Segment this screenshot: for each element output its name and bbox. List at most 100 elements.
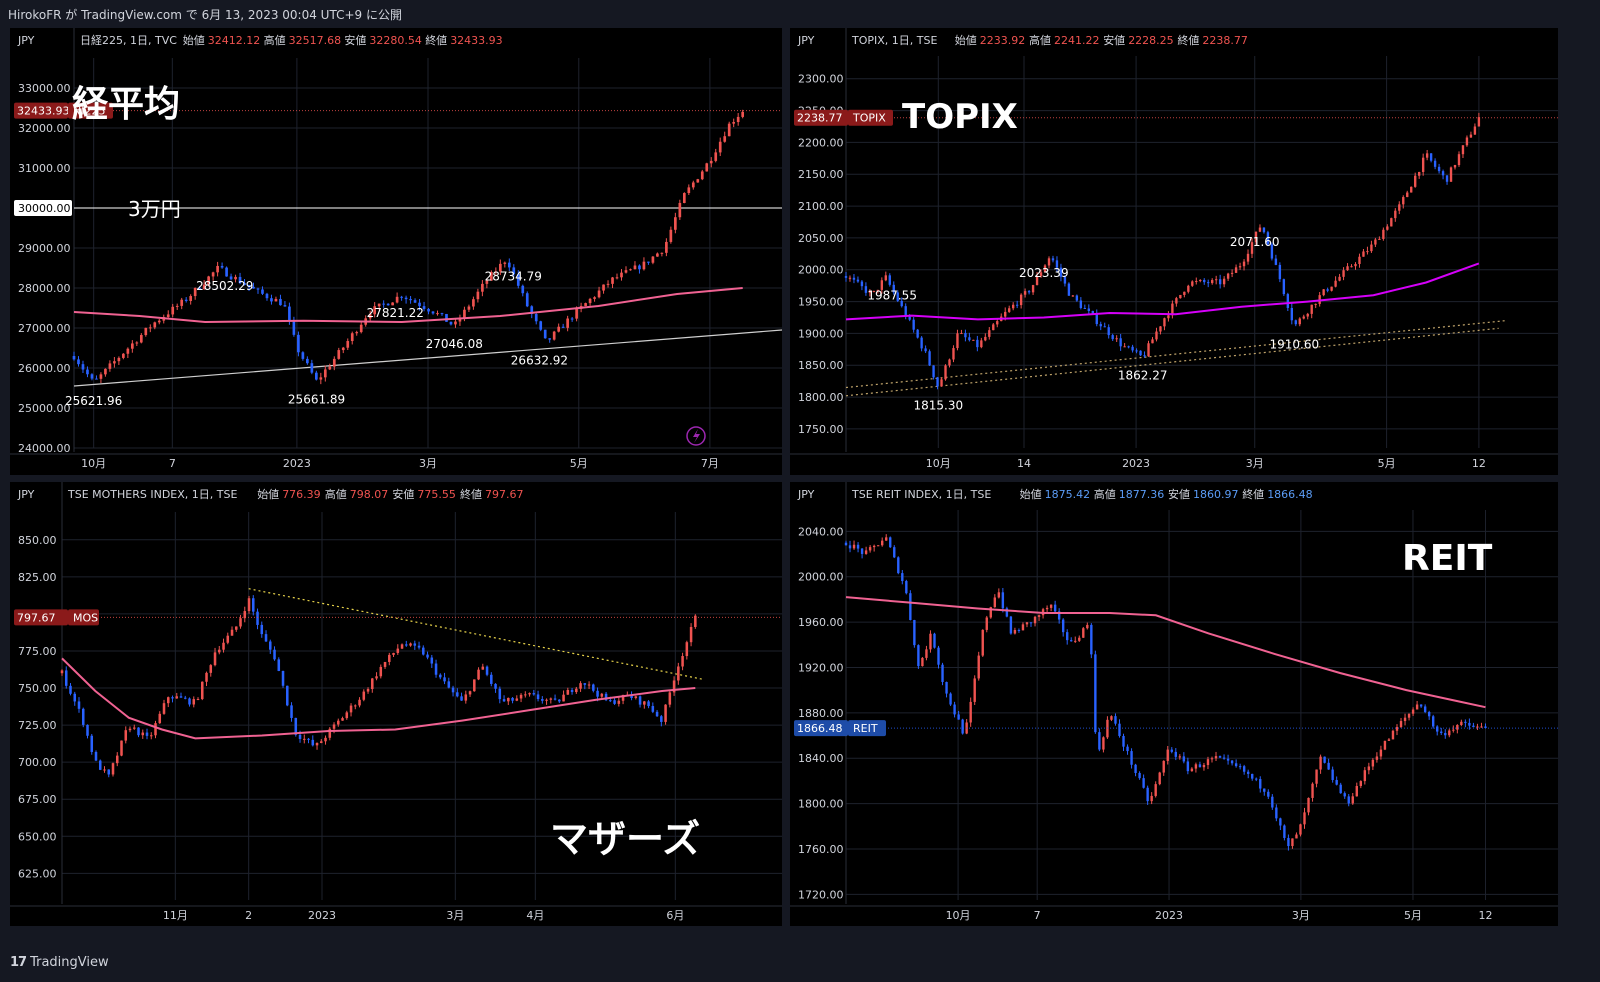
candle-body	[1437, 166, 1441, 172]
candle-body	[1033, 616, 1037, 624]
candle-body	[539, 321, 543, 330]
candle-body	[1094, 654, 1097, 733]
candle-body	[669, 229, 673, 242]
candle-body	[1143, 355, 1146, 357]
candle-body	[516, 274, 520, 286]
chart-panel-nikkei[interactable]: JPY 日経225, 1日, TVC 始値 32412.12 高値 32517.68 安値 3…	[10, 28, 782, 475]
candle-body	[383, 661, 387, 667]
candle-body	[1271, 796, 1274, 808]
candle-body	[207, 276, 210, 285]
candle-body	[458, 318, 462, 322]
candle-body	[377, 303, 381, 307]
candle-body	[196, 699, 200, 701]
candle-body	[1198, 764, 1202, 768]
candle-body	[1250, 242, 1254, 254]
x-tick-label: 12	[1478, 909, 1492, 922]
candle-body	[1310, 304, 1313, 314]
candle-body	[1314, 303, 1317, 305]
candle-body	[132, 727, 136, 729]
candle-body	[936, 377, 939, 387]
candle-body	[99, 374, 103, 379]
candle-body	[1083, 307, 1087, 309]
candle-body	[211, 272, 215, 277]
chart-panel-reit[interactable]: JPY TSE REIT INDEX, 1日, TSE 始値 1875.42 高値 187…	[790, 482, 1558, 926]
legend-close-label: 終値	[1177, 33, 1199, 47]
candle-body	[503, 262, 507, 264]
candle-body	[880, 280, 884, 290]
candle-body	[371, 678, 374, 690]
x-tick-label: 2023	[283, 457, 311, 470]
candle-body	[1402, 197, 1405, 205]
lightning-bolt-icon	[693, 429, 700, 443]
candle-body	[229, 276, 233, 280]
candle-body	[283, 305, 287, 307]
candle-body	[434, 663, 438, 675]
candle-body	[400, 296, 403, 298]
candle-body	[77, 359, 80, 365]
candle-body	[1187, 285, 1190, 292]
candle-body	[490, 272, 493, 281]
chart-panel-topix[interactable]: JPY TOPIX, 1日, TSE 始値 2233.92 高値 2241.22 安値 222…	[790, 28, 1558, 475]
candle-body	[1266, 232, 1270, 245]
candle-body	[1299, 824, 1302, 835]
candle-body	[606, 283, 610, 285]
candle-body	[1306, 313, 1309, 317]
candle-body	[928, 351, 931, 366]
candle-body	[124, 730, 128, 741]
candle-body	[1387, 739, 1391, 741]
candle-body	[548, 338, 552, 340]
candle-body	[494, 683, 497, 689]
candle-body	[696, 179, 700, 183]
candle-body	[386, 303, 390, 306]
candle-body	[1075, 295, 1079, 301]
y-tick-label: 1840.00	[798, 752, 844, 765]
candle-body	[615, 277, 619, 279]
candle-body	[247, 598, 251, 612]
candle-body	[579, 683, 582, 689]
legend-high-label: 高値	[1094, 487, 1116, 501]
candle-body	[893, 547, 896, 558]
candle-body	[602, 284, 605, 291]
y-tick-label: 27000.00	[18, 322, 71, 335]
price-annotation: 1862.27	[1118, 369, 1168, 383]
candle-body	[1383, 740, 1387, 750]
candle-body	[1004, 311, 1007, 317]
candle-body	[901, 573, 904, 582]
candle-body	[908, 316, 911, 320]
candle-body	[1039, 272, 1043, 276]
candle-body	[1238, 266, 1242, 268]
footer-brand[interactable]: 17 TradingView	[10, 955, 109, 970]
level-tag: 30000.00	[18, 202, 71, 215]
candle-body	[192, 699, 196, 705]
candle-body	[1330, 286, 1333, 291]
candle-body	[103, 769, 106, 771]
candle-body	[265, 293, 269, 299]
candle-body	[621, 694, 625, 701]
candle-body	[1423, 706, 1427, 713]
candle-body	[1290, 307, 1293, 321]
candle-body	[355, 332, 359, 334]
candle-body	[1339, 784, 1342, 794]
candle-body	[175, 696, 179, 699]
candle-body	[90, 374, 94, 379]
candle-body	[270, 298, 273, 302]
candle-body	[473, 679, 476, 692]
chart-panel-mothers[interactable]: JPY TSE MOTHERS INDEX, 1日, TSE 始値 776.39 高値 7…	[10, 482, 782, 926]
candle-body	[656, 253, 659, 257]
candle-body	[149, 735, 153, 737]
overlay-label: REIT	[1402, 538, 1493, 579]
candle-body	[515, 698, 519, 701]
candle-body	[368, 314, 372, 319]
candle-body	[1047, 258, 1051, 266]
candle-body	[494, 271, 498, 273]
candle-body	[642, 261, 646, 270]
price-annotation: 25621.96	[65, 394, 122, 408]
candle-body	[856, 544, 860, 549]
candle-body	[279, 298, 282, 306]
y-tick-label: 24000.00	[18, 442, 71, 455]
candle-body	[1194, 764, 1198, 769]
candle-body	[234, 276, 237, 280]
legend-high: 798.07	[350, 488, 389, 501]
overlay-label: マザーズ	[550, 817, 700, 861]
symbol-tag: TOPIX	[852, 112, 886, 125]
